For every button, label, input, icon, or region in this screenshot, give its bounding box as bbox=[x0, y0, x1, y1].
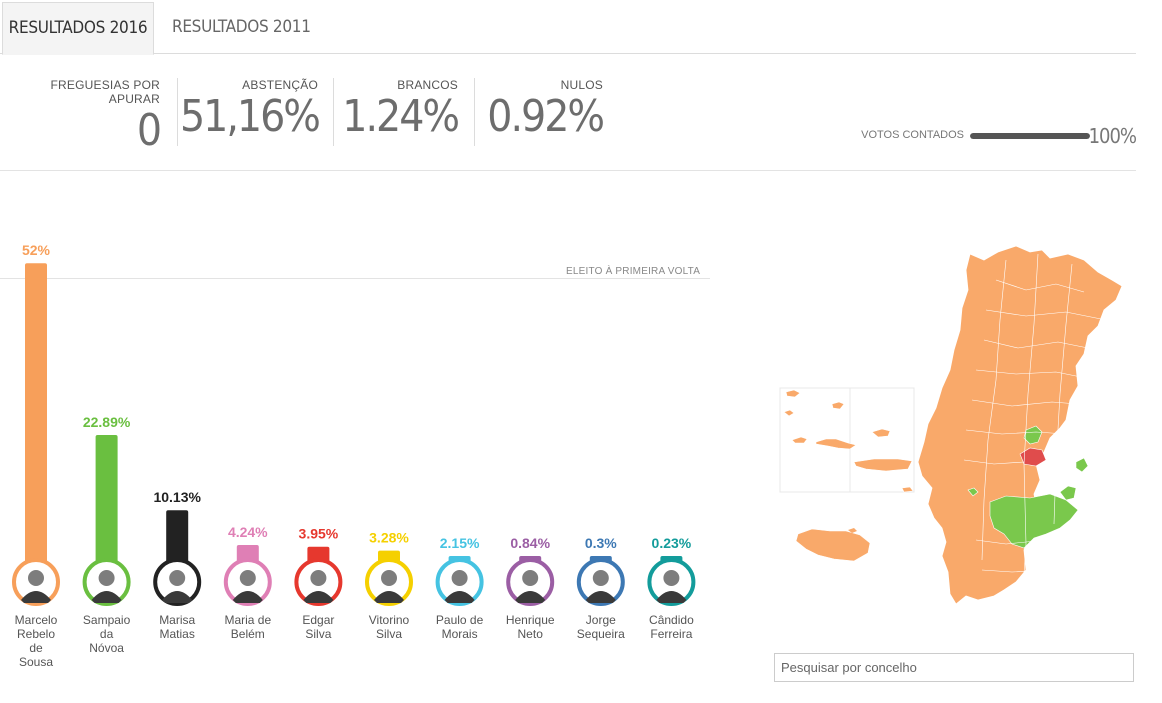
stat-nulos-value: 0.92% bbox=[487, 91, 605, 142]
candidate-name: Cândido bbox=[649, 613, 694, 627]
alentejo-green-region bbox=[989, 493, 1079, 549]
stat-nulos: NULOS 0.92% bbox=[477, 78, 605, 148]
candidate-name: Vitorino bbox=[369, 613, 410, 627]
mainland-outline bbox=[917, 245, 1123, 605]
green-patches bbox=[967, 425, 1089, 501]
candidate-name: Neto bbox=[518, 627, 544, 641]
candidate-avatar-head bbox=[592, 570, 609, 586]
candidate-avatar-head bbox=[169, 570, 186, 586]
search-concelho-input[interactable] bbox=[774, 653, 1134, 682]
candidate-name: Belém bbox=[231, 627, 265, 641]
candidate-avatar-head bbox=[381, 570, 397, 586]
bar bbox=[25, 263, 47, 584]
stat-nulos-label: NULOS bbox=[560, 78, 603, 92]
mainland bbox=[917, 245, 1123, 605]
bar-value-label: 2.15% bbox=[440, 535, 480, 551]
bar-value-label: 52% bbox=[22, 242, 51, 258]
divider bbox=[474, 78, 475, 146]
bar-value-label: 0.3% bbox=[585, 535, 617, 551]
progress-track bbox=[970, 133, 1090, 139]
candidate-avatar-head bbox=[98, 570, 115, 586]
candidate-avatar-head bbox=[28, 570, 44, 586]
candidate-avatar-body bbox=[444, 591, 475, 603]
results-tabs: RESULTADOS 2016 RESULTADOS 2011 bbox=[0, 0, 1136, 55]
candidate-name: Silva bbox=[376, 627, 402, 641]
progress-label: VOTOS CONTADOS bbox=[861, 129, 964, 141]
bar-value-label: 3.95% bbox=[299, 526, 339, 542]
candidate-name: Ferreira bbox=[650, 627, 692, 641]
bar-value-label: 10.13% bbox=[153, 489, 201, 505]
porto-santo bbox=[848, 528, 857, 533]
municipal-borders bbox=[963, 253, 1107, 605]
bar-value-label: 3.28% bbox=[369, 530, 409, 546]
candidate-avatar-head bbox=[451, 570, 468, 586]
candidate-avatar-head bbox=[663, 570, 680, 586]
candidate-avatar-body bbox=[374, 591, 404, 603]
candidate-name: Henrique bbox=[506, 613, 555, 627]
candidate-avatar-head bbox=[310, 570, 327, 586]
candidate-name: Marisa bbox=[159, 613, 195, 627]
stat-freguesias: FREGUESIAS POR APURAR 0 bbox=[0, 78, 163, 156]
candidate-avatar-body bbox=[162, 591, 193, 603]
candidate-avatar-head bbox=[522, 570, 539, 586]
candidate-name: Sampaio bbox=[83, 613, 131, 627]
progress-fill bbox=[970, 133, 1090, 139]
stat-freguesias-value: 0 bbox=[136, 105, 162, 156]
candidate-name: Morais bbox=[442, 627, 478, 641]
candidate-name: Nóvoa bbox=[89, 641, 124, 655]
candidate-avatar-body bbox=[232, 591, 263, 603]
bar-value-label: 0.23% bbox=[652, 535, 692, 551]
stat-brancos-value: 1.24% bbox=[342, 91, 460, 142]
portugal-results-map[interactable] bbox=[776, 240, 1126, 620]
azores-islands bbox=[779, 387, 915, 493]
azores-central-east bbox=[791, 401, 914, 493]
bar-value-label: 0.84% bbox=[510, 535, 550, 551]
candidate-name: Matias bbox=[160, 627, 195, 641]
stat-brancos: BRANCOS 1.24% bbox=[336, 78, 460, 148]
candidate-avatar-body bbox=[515, 591, 546, 603]
candidate-avatar-body bbox=[656, 591, 687, 603]
candidate-name: Edgar bbox=[302, 613, 334, 627]
candidate-avatar-head bbox=[239, 570, 256, 586]
candidate-name: Marcelo bbox=[15, 613, 58, 627]
elected-threshold-label: ELEITO À PRIMEIRA VOLTA bbox=[566, 266, 701, 277]
azores-frame bbox=[849, 387, 915, 493]
candidate-name: de bbox=[29, 641, 43, 655]
candidate-name: Paulo de bbox=[436, 613, 484, 627]
candidate-avatar-body bbox=[21, 591, 51, 603]
bar bbox=[95, 434, 118, 584]
stat-abstencao-value: 51,16% bbox=[180, 91, 321, 142]
candidate-name: Sequeira bbox=[577, 627, 625, 641]
stat-abstencao: ABSTENÇÃO 51,16% bbox=[180, 78, 321, 148]
candidate-name: da bbox=[100, 627, 114, 641]
progress-value: 100% bbox=[1088, 124, 1137, 148]
stat-brancos-label: BRANCOS bbox=[397, 78, 458, 92]
bar-value-label: 4.24% bbox=[228, 524, 268, 540]
bar-value-label: 22.89% bbox=[83, 414, 131, 430]
candidate-name: Maria de bbox=[224, 613, 271, 627]
tab-resultados-2016[interactable]: RESULTADOS 2016 bbox=[2, 2, 154, 55]
candidate-avatar-body bbox=[585, 591, 616, 603]
candidate-avatar-body bbox=[91, 591, 122, 603]
candidate-name: Silva bbox=[305, 627, 331, 641]
elected-threshold-line bbox=[0, 278, 710, 279]
candidate-name: Rebelo bbox=[17, 627, 55, 641]
candidate-name: Sousa bbox=[19, 655, 53, 669]
divider bbox=[177, 78, 178, 146]
candidate-name: Jorge bbox=[586, 613, 616, 627]
azores-west bbox=[783, 389, 801, 417]
madeira-main bbox=[795, 528, 871, 562]
stat-freguesias-label: FREGUESIAS POR APURAR bbox=[50, 78, 160, 106]
divider bbox=[333, 78, 334, 146]
candidate-avatar-body bbox=[303, 591, 334, 603]
tab-resultados-2011[interactable]: RESULTADOS 2011 bbox=[172, 17, 311, 37]
madeira-islands bbox=[795, 528, 871, 562]
summary-stats: FREGUESIAS POR APURAR 0 ABSTENÇÃO 51,16%… bbox=[0, 70, 1137, 171]
stat-abstencao-label: ABSTENÇÃO bbox=[242, 78, 318, 92]
